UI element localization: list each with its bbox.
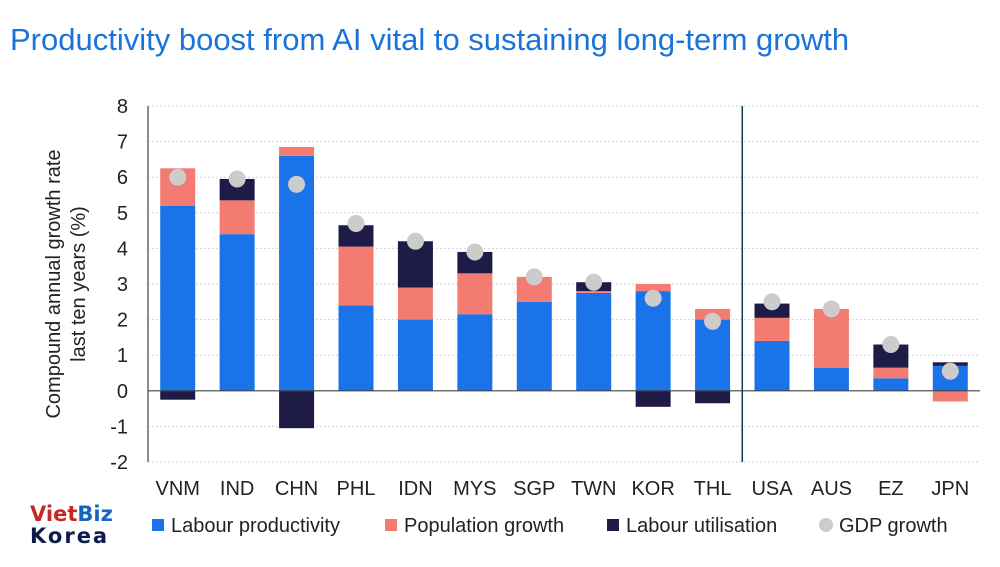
bar-phl-series-2 xyxy=(338,225,374,247)
gdp-markers xyxy=(169,168,959,380)
bar-kor-series-1 xyxy=(635,284,671,292)
x-tick-label-aus: AUS xyxy=(811,478,852,500)
bar-chn-series-0 xyxy=(279,155,315,391)
gdp-dot-usa xyxy=(763,293,781,311)
bar-vnm-series-0 xyxy=(160,205,196,391)
gdp-dot-aus xyxy=(822,300,840,318)
bar-mys-series-1 xyxy=(457,273,493,315)
x-tick-label-twn: TWN xyxy=(571,478,617,500)
x-tick-labels: VNM IND CHN PHL IDN MYS SGP TWN KOR THL USA AUS EZ JP… xyxy=(155,478,969,500)
gdp-dot-kor xyxy=(644,289,662,307)
bar-mys-series-2 xyxy=(457,251,493,274)
x-tick-label-sgp: SGP xyxy=(513,478,555,500)
x-tick-label-mys: MYS xyxy=(453,478,496,500)
y-tick-label: 6 xyxy=(117,167,128,189)
bar-chn-series-1 xyxy=(279,146,315,156)
x-tick-label-jpn: JPN xyxy=(931,478,969,500)
bar-twn-series-0 xyxy=(576,292,612,391)
legend-swatch-2 xyxy=(607,519,619,531)
bar-sgp-series-0 xyxy=(516,301,552,391)
gdp-dot-twn xyxy=(585,273,603,291)
y-tick-label: -1 xyxy=(110,416,128,438)
y-tick-label: 1 xyxy=(117,345,128,367)
gridlines xyxy=(148,105,980,463)
bar-ez-series-1 xyxy=(873,367,909,379)
x-tick-label-idn: IDN xyxy=(398,478,432,500)
gdp-dot-chn xyxy=(288,175,306,193)
x-tick-label-kor: KOR xyxy=(631,478,674,500)
legend-label-0: Labour productivity xyxy=(171,515,340,537)
gdp-dot-mys xyxy=(466,243,484,261)
logo-text-biz: Biz xyxy=(77,502,113,526)
legend-label-3: GDP growth xyxy=(839,515,948,537)
chart-title: Productivity boost from AI vital to sust… xyxy=(10,22,850,57)
axes xyxy=(147,106,980,462)
legend-label-2: Labour utilisation xyxy=(626,515,777,537)
bar-usa-series-0 xyxy=(754,340,790,391)
vietbiz-korea-logo: VietBiz Korea xyxy=(30,504,130,554)
logo-text-viet: Viet xyxy=(30,502,78,526)
bar-aus-series-1 xyxy=(813,308,849,368)
bar-thl-series-2 xyxy=(695,390,731,404)
x-tick-label-usa: USA xyxy=(751,478,793,500)
bar-usa-series-2 xyxy=(754,303,790,318)
legend-swatch-1 xyxy=(385,519,397,531)
bar-twn-series-1 xyxy=(576,291,612,293)
gdp-dot-thl xyxy=(704,312,722,330)
bar-ez-series-0 xyxy=(873,378,909,391)
bar-ind-series-0 xyxy=(219,234,255,391)
x-tick-label-thl: THL xyxy=(694,478,732,500)
bar-mys-series-0 xyxy=(457,314,493,391)
bar-usa-series-1 xyxy=(754,317,790,341)
gdp-dot-idn xyxy=(406,232,424,250)
bar-phl-series-1 xyxy=(338,246,374,306)
gdp-dot-vnm xyxy=(169,168,187,186)
bar-ez-series-2 xyxy=(873,344,909,368)
legend: Labour productivity Population growth Labo… xyxy=(152,515,948,537)
bars xyxy=(160,146,968,429)
gdp-dot-ind xyxy=(228,170,246,188)
x-tick-label-vnm: VNM xyxy=(155,478,199,500)
gdp-dot-sgp xyxy=(525,268,543,286)
bar-aus-series-0 xyxy=(813,367,849,391)
bar-ind-series-2 xyxy=(219,178,255,201)
y-axis-label-line-1: Compound annual growth rate xyxy=(43,149,65,418)
bar-idn-series-1 xyxy=(397,287,433,320)
logo-text-korea: Korea xyxy=(30,524,110,548)
y-axis-label: Compound annual growth rate last ten year… xyxy=(43,149,90,418)
legend-label-1: Population growth xyxy=(404,515,564,537)
bar-ind-series-1 xyxy=(219,200,255,235)
x-tick-label-ez: EZ xyxy=(878,478,904,500)
y-tick-label: 7 xyxy=(117,132,128,154)
bar-kor-series-2 xyxy=(635,390,671,407)
bar-vnm-series-2 xyxy=(160,390,196,400)
y-tick-label: 5 xyxy=(117,203,128,225)
y-tick-label: 0 xyxy=(117,381,128,403)
gdp-dot-phl xyxy=(347,214,365,232)
bar-chn-series-2 xyxy=(279,390,315,429)
bar-kor-series-0 xyxy=(635,291,671,391)
bar-thl-series-0 xyxy=(695,319,731,391)
x-tick-label-ind: IND xyxy=(220,478,254,500)
gdp-dot-jpn xyxy=(941,362,959,380)
y-tick-label: 2 xyxy=(117,310,128,332)
y-tick-label: 3 xyxy=(117,274,128,296)
x-tick-label-chn: CHN xyxy=(275,478,318,500)
legend-swatch-0 xyxy=(152,519,164,531)
bar-idn-series-0 xyxy=(397,319,433,391)
y-tick-label: 8 xyxy=(117,96,128,118)
y-tick-label: 4 xyxy=(117,238,128,260)
y-tick-label: -2 xyxy=(110,452,128,474)
bar-jpn-series-1 xyxy=(932,390,968,402)
x-tick-label-phl: PHL xyxy=(337,478,376,500)
gdp-dot-ez xyxy=(882,336,900,354)
legend-swatch-gdp xyxy=(819,518,833,532)
y-axis-label-line-2: last ten years (%) xyxy=(68,206,90,362)
y-tick-labels: -2 -1 0 1 2 3 4 5 6 7 8 xyxy=(110,96,128,474)
bar-phl-series-0 xyxy=(338,305,374,391)
